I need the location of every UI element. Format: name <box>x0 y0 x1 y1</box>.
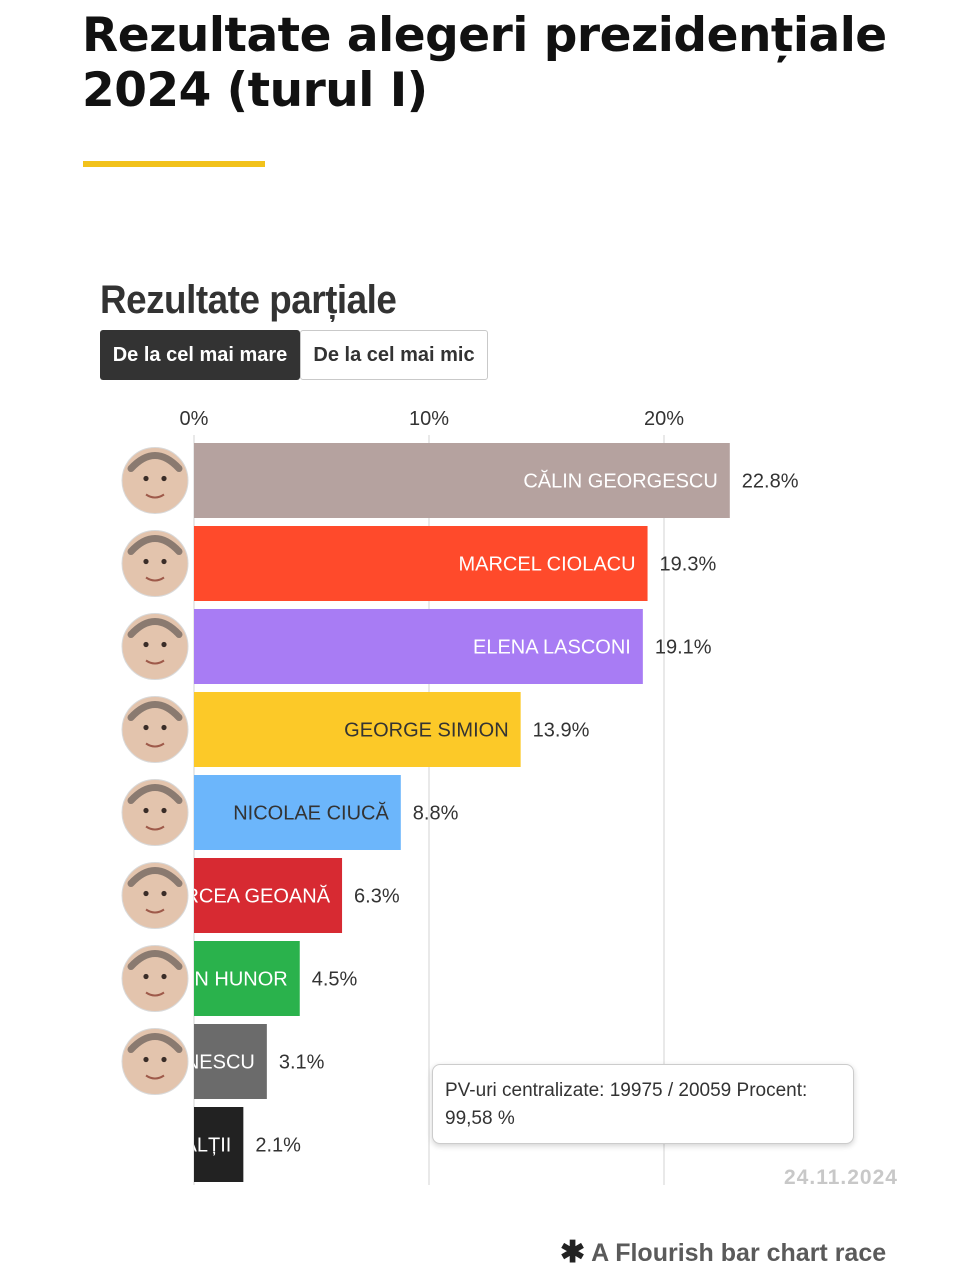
bar-value-label: 19.3% <box>660 554 717 576</box>
x-tick-label: 10% <box>409 408 449 430</box>
candidate-avatar <box>121 779 189 846</box>
bar-row: CĂLIN GEORGESCU 22.8% <box>121 443 799 518</box>
x-tick-label: 20% <box>644 408 684 430</box>
bar-chart: 0% 10% 20% CĂLIN GEORGESCU 22.8% MARCEL CIOL… <box>0 408 799 1185</box>
date-label: 24.11.2024 <box>784 1166 898 1189</box>
candidate-avatar <box>121 1028 189 1095</box>
bar-row: KELEMEN HUNOR 4.5% <box>113 941 358 1016</box>
bar <box>194 526 648 601</box>
bar-value-label: 22.8% <box>742 471 799 493</box>
chart-bars: CĂLIN GEORGESCU 22.8% MARCEL CIOLACU 19.3% E… <box>0 443 799 1182</box>
bar-value-label: 3.1% <box>279 1052 325 1074</box>
bar-row: MARCEL CIOLACU 19.3% <box>121 526 717 601</box>
chart-title: Rezultate parțiale <box>100 278 397 322</box>
bar-row: ALȚII 2.1% <box>184 1107 301 1182</box>
bar <box>194 609 643 684</box>
bar-row: GEORGE SIMION 13.9% <box>121 692 590 767</box>
bar-row: ELENA LASCONI 19.1% <box>121 609 712 684</box>
credit-text: A Flourish bar chart race <box>591 1238 887 1267</box>
bar-name-label: MARCEL CIOLACU <box>458 554 635 576</box>
candidate-avatar <box>121 613 189 680</box>
bar <box>194 1107 244 1182</box>
bar-row: MIRCEA GEOANĂ 6.3% <box>121 858 400 933</box>
bar-name-label: NICOLAE CIUCĂ <box>233 802 389 825</box>
candidate-avatar <box>121 862 189 929</box>
bar <box>194 1024 267 1099</box>
bar-row: NICOLAE CIUCĂ 8.8% <box>121 775 459 850</box>
bar-value-label: 13.9% <box>533 720 590 742</box>
candidate-avatar <box>121 447 189 514</box>
bar <box>194 692 521 767</box>
sort-largest-button[interactable]: De la cel mai mare <box>100 330 300 380</box>
flourish-credit[interactable]: ✱ A Flourish bar chart race <box>560 1238 886 1268</box>
title-accent-bar <box>83 161 265 167</box>
x-axis-ticks: 0% 10% 20% <box>180 408 685 430</box>
bar-value-label: 8.8% <box>413 803 459 825</box>
bar-name-label: GEORGE SIMION <box>344 720 508 742</box>
bar-name-label: ELENA LASCONI <box>473 637 631 659</box>
bar-name-label: MIRCEA GEOANĂ <box>162 885 330 908</box>
bar <box>194 775 401 850</box>
candidate-avatar <box>121 530 189 597</box>
candidate-avatar <box>121 945 189 1012</box>
tooltip-panel: PV-uri centralizate: 19975 / 20059 Proce… <box>432 1064 854 1144</box>
bar-value-label: 6.3% <box>354 886 400 908</box>
sort-smallest-button[interactable]: De la cel mai mic <box>300 330 488 380</box>
candidate-avatar <box>121 696 189 763</box>
bar-name-label: ALȚII <box>184 1135 232 1157</box>
bar-row: CRISTIAN TERHEȘ / ANTONESCU 3.1% <box>0 1024 325 1099</box>
bar <box>194 858 343 933</box>
bar <box>194 941 300 1016</box>
bar-value-label: 2.1% <box>255 1135 301 1157</box>
bar-value-label: 4.5% <box>312 969 358 991</box>
page-title: Rezultate alegeri prezidențiale 2024 (tu… <box>82 8 887 118</box>
flourish-star-icon: ✱ <box>560 1236 586 1269</box>
bar-name-label: CRISTIAN TERHEȘ / ANTONESCU <box>0 1052 255 1074</box>
x-tick-label: 0% <box>180 408 209 430</box>
bar-value-label: 19.1% <box>655 637 712 659</box>
bar-name-label: KELEMEN HUNOR <box>113 969 287 991</box>
bar-name-label: CĂLIN GEORGESCU <box>523 470 717 493</box>
bar <box>194 443 730 518</box>
